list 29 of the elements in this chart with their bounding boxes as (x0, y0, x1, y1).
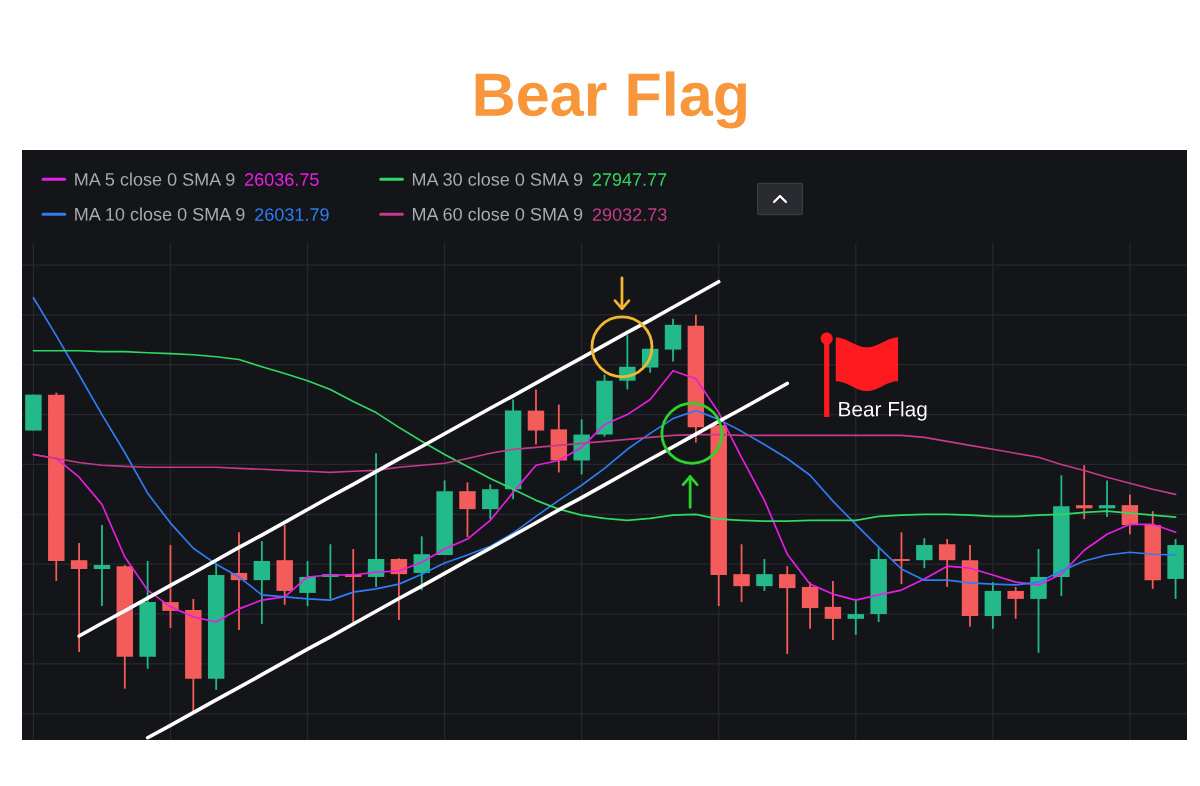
candlestick (847, 599, 864, 636)
candlestick (253, 540, 271, 625)
legend-label: MA 5 close 0 SMA 9 (75, 172, 235, 186)
candlestick (916, 537, 933, 570)
text: 26031.79 (255, 208, 329, 221)
candlestick (1098, 479, 1116, 519)
legend-label: MA 60 close 0 SMA 9 (412, 207, 583, 221)
text: 29032.73 (592, 208, 667, 221)
chart-title: Bear Flag (475, 71, 746, 129)
text: 27947.77 (592, 173, 667, 186)
candlestick (756, 558, 773, 592)
candlestick (893, 531, 910, 586)
candlestick (70, 542, 88, 653)
legend-label: MA 10 close 0 SMA 9 (75, 207, 245, 221)
text: 26036.75 (245, 173, 319, 186)
candlestick (299, 560, 316, 607)
candlestick (527, 388, 545, 446)
candlestick (1075, 464, 1093, 521)
candlestick (93, 524, 111, 607)
candlestick (482, 483, 499, 521)
candlestick (459, 481, 476, 538)
candlestick (801, 581, 819, 630)
candlestick (779, 565, 796, 655)
annotation: Bear Flag (839, 401, 927, 421)
candlestick (938, 538, 956, 588)
candlestick (733, 543, 750, 603)
candlestick (1007, 586, 1024, 620)
candlestick (824, 580, 842, 641)
legend-label: MA 30 close 0 SMA 9 (412, 172, 583, 186)
